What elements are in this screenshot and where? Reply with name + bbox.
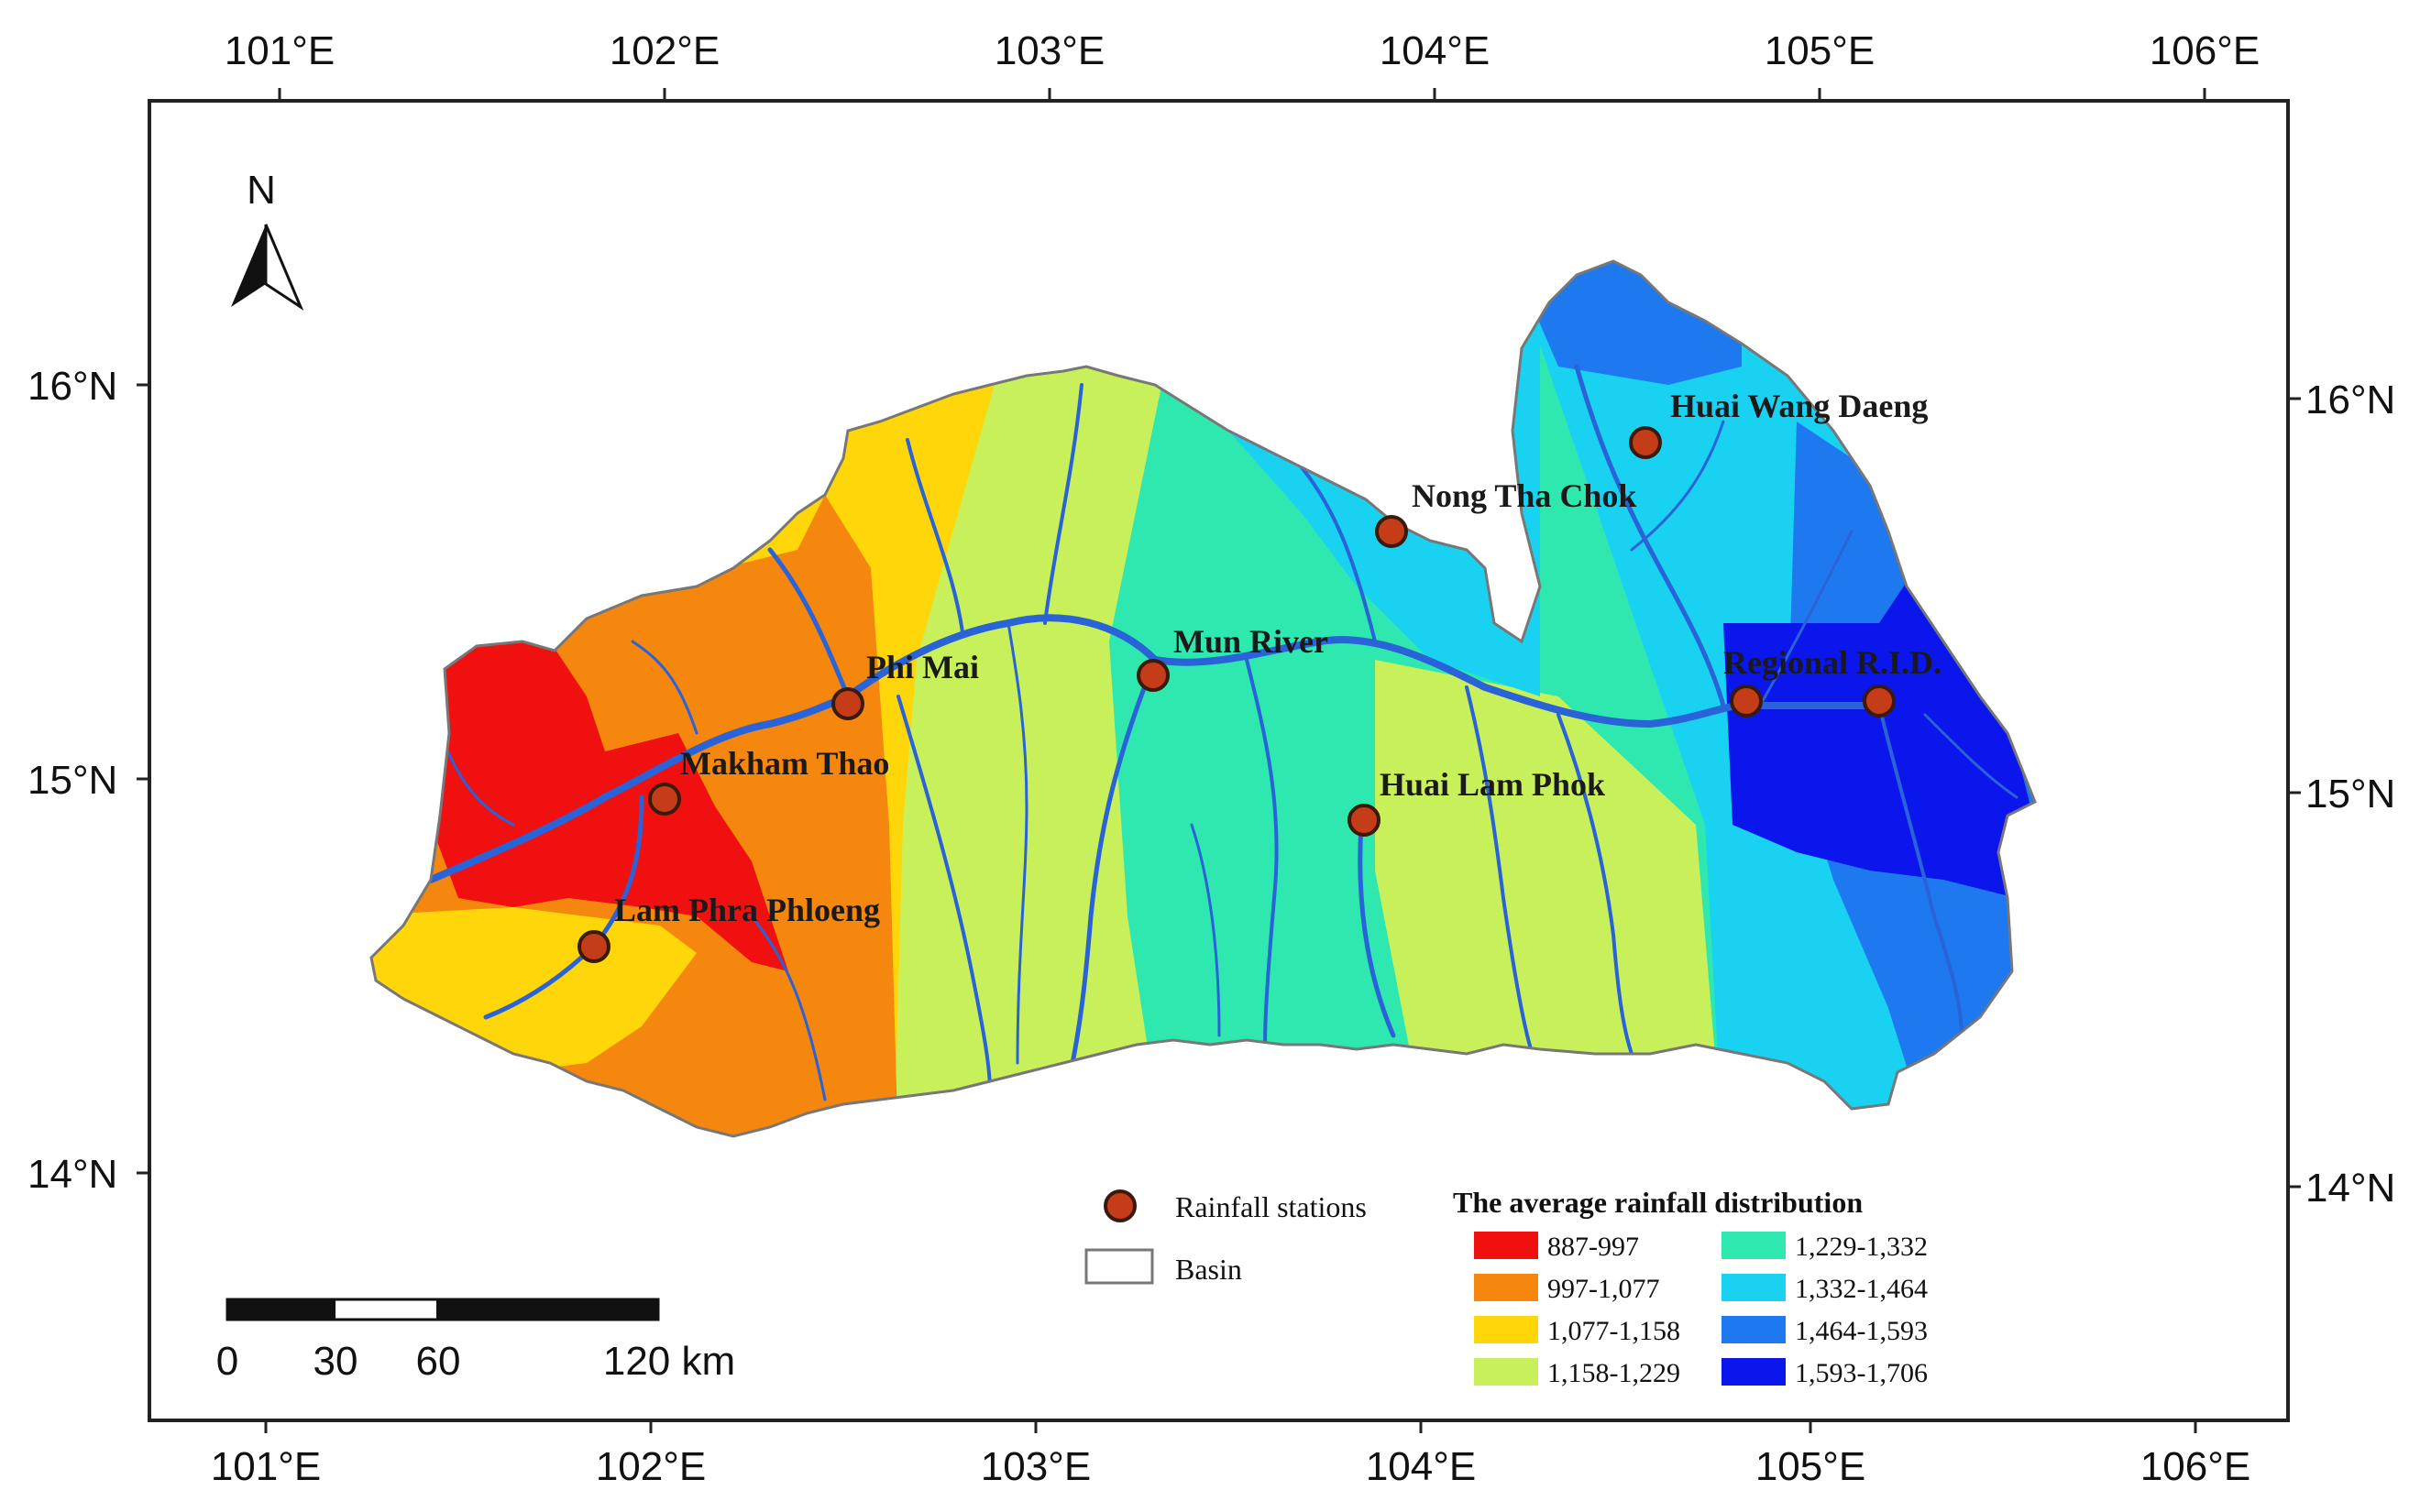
legend-swatch [1474, 1232, 1538, 1259]
zone-1158-1229 [894, 261, 1192, 1136]
legend-swatch [1722, 1232, 1786, 1259]
station-marker [578, 930, 610, 963]
tributary [1300, 466, 1377, 643]
legend-stations-label: Rainfall stations [1175, 1190, 1367, 1223]
lon-label-bottom: 106°E [2140, 1444, 2250, 1489]
lat-label-left: 15°N [28, 758, 117, 803]
legend-swatch [1722, 1358, 1786, 1386]
north-arrow-icon: N [231, 168, 304, 311]
map-frame [148, 99, 2290, 1422]
scale-label: 120 km [603, 1339, 735, 1384]
station-marker [831, 687, 864, 720]
legend: Rainfall stations Basin The average rain… [1084, 1186, 1928, 1388]
lon-label-bottom: 103°E [981, 1444, 1091, 1489]
legend-class-label: 1,158-1,229 [1547, 1358, 1680, 1388]
tributary [750, 915, 827, 1101]
station-marker [1348, 804, 1380, 837]
legend-swatch [1474, 1358, 1538, 1386]
legend-class-label: 1,464-1,593 [1795, 1316, 1928, 1346]
legend-title: The average rainfall distribution [1453, 1186, 1863, 1219]
station-label: Nong Tha Chok [1412, 477, 1636, 514]
lat-label-right: 16°N [2305, 378, 2395, 422]
legend-class-label: 1,229-1,332 [1795, 1232, 1928, 1262]
lat-label-left: 16°N [28, 364, 117, 409]
station-label: Huai Lam Phok [1380, 766, 1605, 803]
station-marker [1629, 426, 1662, 459]
lon-label-bottom: 104°E [1366, 1444, 1476, 1489]
lat-label-left: 14°N [28, 1152, 117, 1197]
lat-label-right: 15°N [2305, 772, 2395, 816]
lon-label-top: 103°E [995, 28, 1105, 73]
station-label: Regional R.I.D. [1723, 644, 1942, 681]
legend-class-label: 887-997 [1547, 1232, 1639, 1262]
tributary [1043, 383, 1084, 625]
tributary [1190, 823, 1221, 1037]
lon-label-top: 102°E [610, 28, 720, 73]
tributary [767, 547, 851, 699]
lat-label-right: 14°N [2305, 1166, 2395, 1211]
legend-swatch [1474, 1316, 1538, 1343]
tributary [1574, 364, 1726, 708]
legend-basin-symbol [1084, 1248, 1154, 1285]
legend-basin-label: Basin [1175, 1253, 1242, 1286]
zone-1158-1229 [1375, 660, 1723, 1136]
scale-label: 30 [314, 1339, 358, 1384]
scale-label: 60 [416, 1339, 461, 1384]
lon-ticks [137, 88, 2301, 1433]
tributary [1006, 621, 1028, 1065]
lon-label-top: 104°E [1380, 28, 1490, 73]
lon-label-top: 101°E [225, 28, 335, 73]
station-marker [1375, 515, 1408, 548]
basin-outline [369, 259, 2037, 1138]
tributary [1758, 530, 1854, 707]
lon-label-bottom: 102°E [596, 1444, 706, 1489]
station-marker [1137, 659, 1170, 692]
tributary [906, 438, 964, 634]
legend-class-label: 1,593-1,706 [1795, 1358, 1928, 1388]
lon-label-bottom: 105°E [1755, 1444, 1865, 1489]
station-marker [1863, 685, 1896, 718]
station-label: Lam Phra Phloeng [614, 892, 880, 928]
tributary [896, 695, 992, 1092]
north-label: N [247, 168, 276, 213]
tributary [1556, 713, 1634, 1056]
legend-swatch [1474, 1274, 1538, 1301]
station-marker [1730, 685, 1763, 718]
tributary [1465, 685, 1533, 1051]
station-label: Mun River [1173, 623, 1328, 660]
station-label: Huai Wang Daeng [1670, 388, 1928, 424]
lon-label-top: 105°E [1765, 28, 1875, 73]
legend-swatch [1722, 1274, 1786, 1301]
tributary [631, 640, 698, 735]
tributary [1070, 657, 1158, 1066]
scale-bar: 0 30 60 120 km [216, 1298, 735, 1384]
legend-class-label: 1,332-1,464 [1795, 1274, 1928, 1304]
station-marker [648, 783, 681, 816]
legend-swatch [1722, 1316, 1786, 1343]
tributary [1630, 420, 1725, 552]
legend-station-symbol [1104, 1189, 1137, 1222]
zone-887-997 [431, 641, 788, 971]
tributary [1358, 822, 1396, 1038]
tributary [1245, 658, 1279, 1046]
scale-label: 0 [216, 1339, 238, 1384]
legend-class-label: 997-1,077 [1547, 1274, 1660, 1304]
tributary [1923, 713, 2018, 799]
legend-class-label: 1,077-1,158 [1547, 1316, 1680, 1346]
station-label: Phi Mai [866, 649, 979, 685]
lon-label-bottom: 101°E [211, 1444, 321, 1489]
station-label: Makham Thao [680, 745, 889, 782]
tributary [1877, 704, 1964, 1037]
station-markers [578, 426, 1896, 963]
lon-label-top: 106°E [2150, 28, 2260, 73]
